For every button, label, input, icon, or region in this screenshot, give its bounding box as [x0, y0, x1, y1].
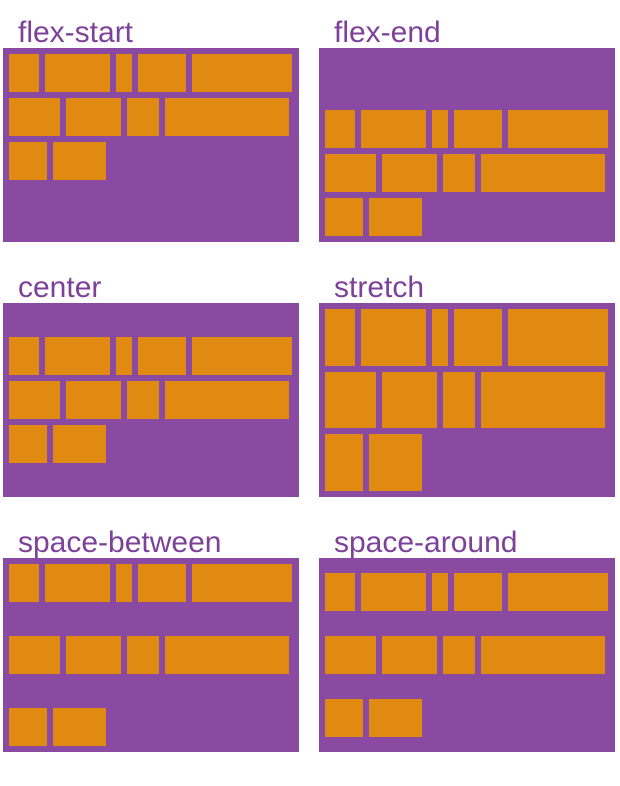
panel-space-between: space-between — [3, 528, 299, 752]
flex-item — [382, 371, 437, 429]
flex-item — [369, 434, 422, 491]
flex-item — [508, 573, 608, 612]
align-content-figure: flex-start flex-end center stretch space-bet… — [3, 18, 615, 752]
flex-item — [45, 564, 110, 602]
flex-item — [138, 54, 186, 92]
flex-item — [165, 381, 289, 419]
flex-container-flex-start — [3, 48, 299, 242]
flex-item — [361, 110, 426, 148]
flex-item — [325, 309, 355, 366]
flex-item — [325, 573, 355, 612]
flex-item — [53, 425, 106, 463]
panel-title: space-between — [18, 526, 222, 559]
flex-item — [165, 98, 289, 136]
flex-item — [192, 564, 292, 602]
flex-item — [9, 54, 39, 92]
flex-item — [443, 371, 475, 429]
flex-item — [192, 337, 292, 375]
flex-item — [325, 154, 376, 192]
flex-container-space-between — [3, 558, 299, 752]
flex-item — [325, 635, 376, 674]
flex-item — [369, 198, 422, 236]
flex-item — [192, 54, 292, 92]
flex-item — [382, 635, 437, 674]
flex-item — [66, 636, 121, 674]
flex-item — [481, 154, 605, 192]
panel-title: space-around — [334, 526, 518, 559]
flex-item — [127, 381, 159, 419]
panel-space-around: space-around — [319, 528, 615, 752]
flex-item — [361, 573, 426, 612]
flex-item — [481, 635, 605, 674]
panel-flex-end: flex-end — [319, 18, 615, 242]
flex-item — [9, 337, 39, 375]
flex-item — [361, 309, 426, 366]
flex-item — [443, 154, 475, 192]
panel-stretch: stretch — [319, 273, 615, 497]
flex-item — [165, 636, 289, 674]
flex-container-stretch — [319, 303, 615, 497]
flex-item — [9, 98, 60, 136]
flex-item — [9, 708, 47, 746]
flex-container-flex-end — [319, 48, 615, 242]
flex-item — [325, 198, 363, 236]
flex-item — [45, 337, 110, 375]
flex-item — [45, 54, 110, 92]
flex-item — [66, 98, 121, 136]
flex-item — [443, 635, 475, 674]
panel-title: center — [18, 271, 102, 304]
flex-item — [9, 425, 47, 463]
flex-item — [138, 564, 186, 602]
flex-container-center — [3, 303, 299, 497]
flex-item — [369, 698, 422, 737]
flex-item — [481, 371, 605, 429]
panel-title: flex-end — [334, 16, 441, 49]
flex-item — [53, 142, 106, 180]
panel-center: center — [3, 273, 299, 497]
flex-item — [432, 309, 448, 366]
flex-item — [127, 636, 159, 674]
flex-item — [9, 636, 60, 674]
flex-item — [9, 381, 60, 419]
flex-item — [116, 54, 132, 92]
flex-item — [9, 564, 39, 602]
flex-item — [9, 142, 47, 180]
flex-item — [325, 110, 355, 148]
panel-title: flex-start — [18, 16, 134, 49]
flex-item — [53, 708, 106, 746]
panel-title: stretch — [334, 271, 425, 304]
flex-item — [454, 110, 502, 148]
flex-item — [325, 698, 363, 737]
panels-grid: flex-start flex-end center stretch space-bet… — [3, 18, 615, 752]
flex-item — [127, 98, 159, 136]
panel-flex-start: flex-start — [3, 18, 299, 242]
flex-item — [325, 371, 376, 429]
flex-item — [432, 573, 448, 612]
flex-item — [508, 110, 608, 148]
flex-item — [138, 337, 186, 375]
flex-item — [454, 309, 502, 366]
flex-item — [454, 573, 502, 612]
flex-item — [325, 434, 363, 491]
flex-item — [432, 110, 448, 148]
flex-item — [116, 337, 132, 375]
flex-item — [66, 381, 121, 419]
flex-container-space-around — [319, 558, 615, 752]
flex-item — [508, 309, 608, 366]
flex-item — [382, 154, 437, 192]
flex-item — [116, 564, 132, 602]
